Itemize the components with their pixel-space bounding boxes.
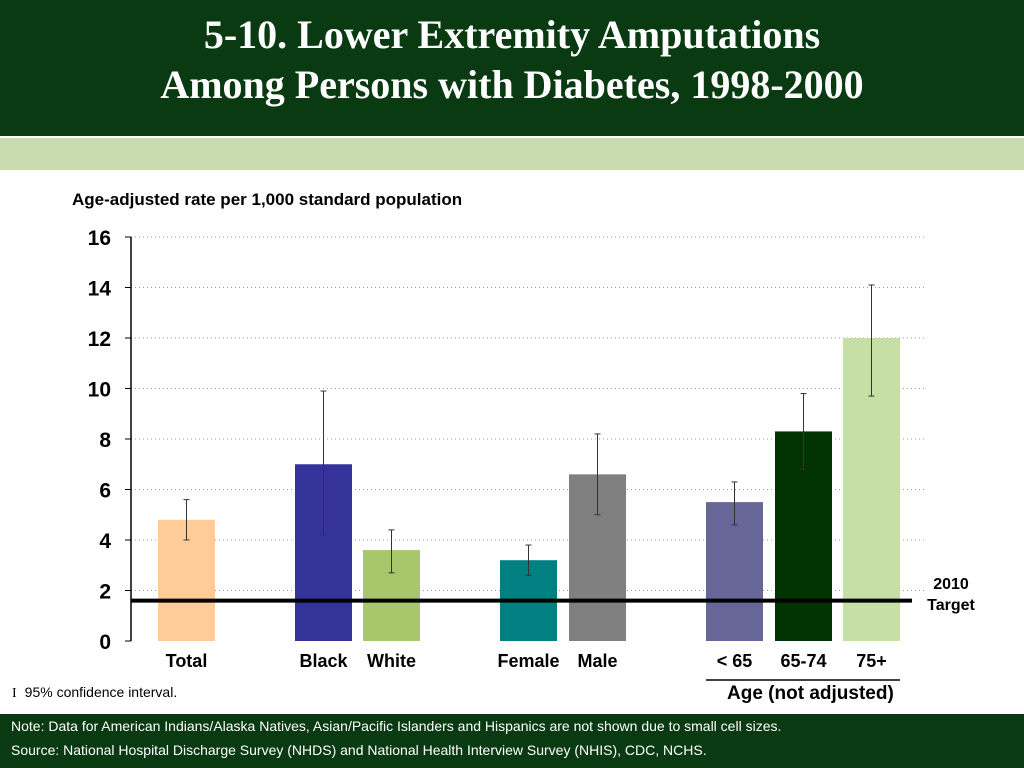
y-tick-label: 14 — [88, 278, 112, 301]
category-label: 65-74 — [780, 651, 826, 671]
y-tick-label: 16 — [88, 227, 111, 250]
footer-source: Source: National Hospital Discharge Surv… — [11, 742, 707, 758]
age-group-label: Age (not adjusted) — [727, 683, 894, 704]
category-label: Black — [299, 651, 348, 671]
y-axis-label: Age-adjusted rate per 1,000 standard pop… — [72, 190, 463, 209]
target-text: Target — [927, 597, 975, 614]
y-tick-label: 8 — [99, 429, 111, 452]
title-line-2: Among Persons with Diabetes, 1998-2000 — [160, 62, 864, 107]
title-line-1: 5-10. Lower Extremity Amputations — [203, 12, 821, 57]
target-label: 2010 Target — [918, 574, 984, 616]
ci-legend-text: 95% confidence interval. — [24, 684, 178, 700]
category-label: Male — [577, 651, 617, 671]
ci-symbol-icon: I — [12, 686, 17, 701]
category-label: < 65 — [717, 651, 753, 671]
page-title: 5-10. Lower Extremity Amputations Among … — [0, 10, 1024, 110]
category-label: Total — [166, 651, 208, 671]
y-tick-label: 6 — [99, 480, 111, 503]
footer-note: Note: Data for American Indians/Alaska N… — [11, 718, 782, 734]
ci-legend: I 95% confidence interval. — [12, 684, 177, 702]
accent-band — [0, 138, 1024, 170]
y-tick-label: 0 — [99, 631, 111, 654]
footer: Note: Data for American Indians/Alaska N… — [0, 714, 1024, 768]
category-label: White — [367, 651, 416, 671]
y-tick-label: 12 — [88, 328, 111, 351]
y-tick-label: 10 — [88, 379, 111, 402]
y-tick-label: 4 — [99, 530, 111, 553]
header: 5-10. Lower Extremity Amputations Among … — [0, 0, 1024, 136]
target-year: 2010 — [933, 576, 969, 593]
category-label: 75+ — [856, 651, 887, 671]
category-label: Female — [497, 651, 559, 671]
y-tick-label: 2 — [99, 581, 111, 604]
